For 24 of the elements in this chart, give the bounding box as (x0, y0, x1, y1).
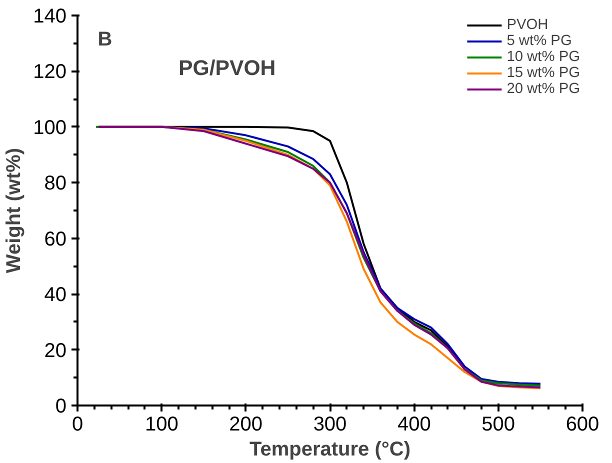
legend-label: 10 wt% PG (506, 49, 580, 65)
y-tick-label: 80 (44, 172, 67, 195)
y-tick-label: 100 (33, 116, 67, 139)
x-tick-label: 400 (397, 414, 431, 436)
y-tick-label: 40 (44, 284, 67, 306)
x-tick-label: 500 (482, 414, 516, 436)
y-axis-title: Weight (wt%) (3, 148, 26, 274)
x-tick-label: 100 (144, 414, 178, 436)
x-axis-title: Temperature (°C) (250, 438, 411, 460)
x-tick-label: 0 (72, 414, 84, 436)
legend-label: PVOH (506, 17, 548, 33)
x-tick-label: 600 (566, 414, 600, 436)
legend-label: 5 wt% PG (506, 33, 572, 49)
y-tick-label: 20 (44, 340, 67, 362)
y-tick-label: 60 (44, 228, 67, 250)
x-tick-label: 300 (313, 414, 347, 436)
annotation: B (98, 28, 112, 51)
legend-label: 20 wt% PG (506, 81, 580, 97)
x-tick-label: 200 (229, 414, 263, 436)
y-tick-label: 120 (33, 61, 67, 84)
legend-label: 15 wt% PG (506, 65, 580, 81)
y-tick-label: 140 (33, 6, 67, 28)
annotation: PG/PVOH (178, 56, 276, 80)
y-tick-label: 0 (55, 396, 66, 418)
